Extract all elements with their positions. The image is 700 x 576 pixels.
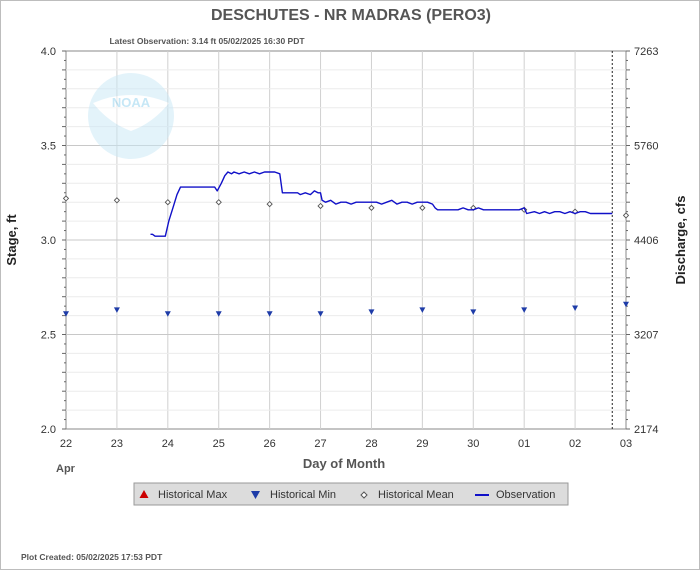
axes: 22 23 24 25 26 27 28 29 30 01 02 03 2.0 2.5 3.0 3.5 4.0 2… — [41, 46, 659, 450]
historical-mean-point — [62, 195, 70, 202]
y-tick-label-left: 2.5 — [41, 330, 56, 342]
historical-min-point — [266, 311, 273, 317]
legend-historical-min-symbol — [251, 491, 260, 499]
chart-title: DESCHUTES - NR MADRAS (PERO3) — [211, 7, 491, 24]
historical-mean-point — [317, 202, 324, 210]
legend: Historical Max Historical Min Historical… — [133, 482, 569, 506]
historical-min-point — [215, 311, 222, 317]
x-tick-label: 29 — [416, 438, 428, 450]
historical-min-point — [419, 307, 426, 313]
historical-min-point — [623, 301, 629, 308]
x-tick-label: 27 — [314, 438, 326, 450]
x-axis-label: Day of Month — [303, 456, 385, 471]
x-tick-label: 26 — [264, 438, 276, 450]
historical-min-point — [470, 309, 477, 315]
x-tick-label: 24 — [162, 438, 174, 450]
x-tick-label: 22 — [60, 438, 72, 450]
historical-min-point — [164, 311, 171, 317]
x-tick-label: 23 — [111, 438, 123, 450]
observation-line — [150, 171, 613, 237]
legend-box — [133, 482, 569, 506]
historical-mean-point — [113, 197, 121, 204]
y-tick-label-left: 3.0 — [41, 235, 56, 247]
y-tick-label-right: 5760 — [634, 141, 658, 153]
y-tick-label-left: 2.0 — [41, 424, 56, 436]
y-tick-label-right: 2174 — [634, 424, 658, 436]
y-tick-label-right: 4406 — [634, 235, 658, 247]
y-axis-left-label: Stage, ft — [4, 214, 19, 266]
historical-mean-point — [215, 199, 222, 206]
plot-created-text: Plot Created: 05/02/2025 17:53 PDT — [21, 552, 163, 562]
noaa-logo: NOAA — [88, 73, 174, 159]
x-tick-label: 30 — [467, 438, 479, 450]
historical-min-point — [63, 311, 69, 317]
historical-mean-series — [62, 195, 630, 219]
legend-historical-min-label: Historical Min — [270, 489, 336, 501]
noaa-logo-bird — [93, 95, 169, 131]
historical-mean-point — [622, 212, 630, 219]
noaa-logo-text: NOAA — [112, 95, 151, 110]
y-tick-label-left: 3.5 — [41, 141, 56, 153]
y-axis-right-label: Discharge, cfs — [673, 196, 688, 285]
historical-mean-point — [164, 199, 171, 206]
x-tick-label: 02 — [569, 438, 581, 450]
legend-historical-max-label: Historical Max — [158, 489, 228, 501]
y-tick-label-right: 3207 — [634, 330, 658, 342]
x-tick-label: 03 — [620, 438, 632, 450]
historical-mean-point — [419, 204, 426, 212]
historical-mean-point — [266, 200, 273, 208]
x-tick-label: 01 — [518, 438, 530, 450]
historical-min-point — [572, 305, 579, 312]
x-tick-label: 28 — [365, 438, 377, 450]
legend-observation-label: Observation — [496, 489, 555, 501]
historical-mean-point — [368, 204, 375, 212]
legend-historical-mean-label: Historical Mean — [378, 489, 454, 501]
historical-min-series — [63, 301, 629, 317]
historical-min-point — [113, 307, 120, 313]
latest-observation-text: Latest Observation: 3.14 ft 05/02/2025 1… — [109, 36, 305, 46]
y-tick-label-left: 4.0 — [41, 46, 56, 58]
x-axis-month-label: Apr — [56, 463, 76, 475]
historical-min-point — [521, 307, 528, 313]
x-tick-label: 25 — [213, 438, 225, 450]
historical-min-point — [368, 309, 375, 315]
historical-min-point — [317, 311, 324, 317]
legend-historical-mean-symbol — [360, 491, 368, 499]
legend-historical-max-symbol — [139, 490, 149, 498]
y-tick-label-right: 7263 — [634, 46, 658, 58]
